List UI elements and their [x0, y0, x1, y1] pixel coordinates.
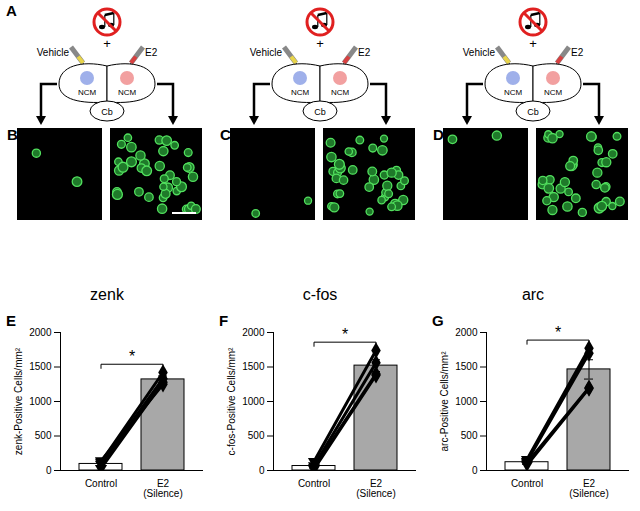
svg-text:arc: arc — [522, 286, 544, 303]
svg-text:E: E — [6, 312, 16, 329]
svg-text:1500: 1500 — [29, 361, 52, 372]
svg-text:A: A — [6, 2, 17, 19]
svg-text:+: + — [316, 36, 324, 51]
svg-text:Cb: Cb — [314, 107, 326, 117]
svg-text:NCM: NCM — [291, 88, 310, 97]
svg-text:500: 500 — [461, 430, 478, 441]
svg-text:C: C — [220, 126, 231, 143]
svg-text:NCM: NCM — [331, 88, 350, 97]
svg-text:zenk-Positive Cells/mm²: zenk-Positive Cells/mm² — [13, 347, 24, 455]
svg-text:0: 0 — [472, 465, 478, 476]
svg-text:Control: Control — [298, 478, 330, 489]
svg-text:+: + — [529, 36, 537, 51]
svg-text:500: 500 — [248, 430, 265, 441]
svg-text:E2: E2 — [358, 47, 371, 58]
svg-text:F: F — [219, 312, 228, 329]
svg-text:NCM: NCM — [78, 88, 97, 97]
svg-text:c-fos-Positive Cells/mm²: c-fos-Positive Cells/mm² — [226, 347, 237, 455]
svg-text:NCM: NCM — [544, 88, 563, 97]
svg-text:1000: 1000 — [242, 396, 265, 407]
svg-text:*: * — [342, 326, 348, 343]
svg-text:c-fos: c-fos — [303, 286, 338, 303]
svg-text:*: * — [129, 348, 135, 365]
svg-text:1500: 1500 — [455, 361, 478, 372]
svg-text:Control: Control — [511, 478, 543, 489]
svg-text:Cb: Cb — [527, 107, 539, 117]
svg-text:NCM: NCM — [504, 88, 523, 97]
svg-text:G: G — [432, 312, 444, 329]
svg-text:*: * — [555, 324, 561, 341]
svg-text:NCM: NCM — [118, 88, 137, 97]
svg-text:2000: 2000 — [242, 327, 265, 338]
svg-text:B: B — [7, 126, 18, 143]
svg-text:2000: 2000 — [455, 327, 478, 338]
svg-text:0: 0 — [259, 465, 265, 476]
svg-text:E2(Silence): E2(Silence) — [356, 478, 395, 499]
svg-text:0: 0 — [46, 465, 52, 476]
svg-text:arc-Positive Cells/mm²: arc-Positive Cells/mm² — [439, 351, 450, 452]
svg-text:1500: 1500 — [242, 361, 265, 372]
svg-text:zenk: zenk — [90, 286, 125, 303]
svg-text:1000: 1000 — [29, 396, 52, 407]
svg-text:Vehicle: Vehicle — [250, 47, 283, 58]
svg-text:E2: E2 — [571, 47, 584, 58]
svg-text:+: + — [103, 36, 111, 51]
svg-text:E2: E2 — [145, 47, 158, 58]
svg-text:D: D — [433, 126, 444, 143]
svg-text:Cb: Cb — [101, 107, 113, 117]
svg-text:E2(Silence): E2(Silence) — [569, 478, 608, 499]
svg-text:500: 500 — [35, 430, 52, 441]
svg-text:E2(Silence): E2(Silence) — [143, 478, 182, 499]
svg-text:1000: 1000 — [455, 396, 478, 407]
svg-text:Vehicle: Vehicle — [463, 47, 496, 58]
svg-text:2000: 2000 — [29, 327, 52, 338]
svg-text:Control: Control — [85, 478, 117, 489]
svg-text:Vehicle: Vehicle — [37, 47, 70, 58]
